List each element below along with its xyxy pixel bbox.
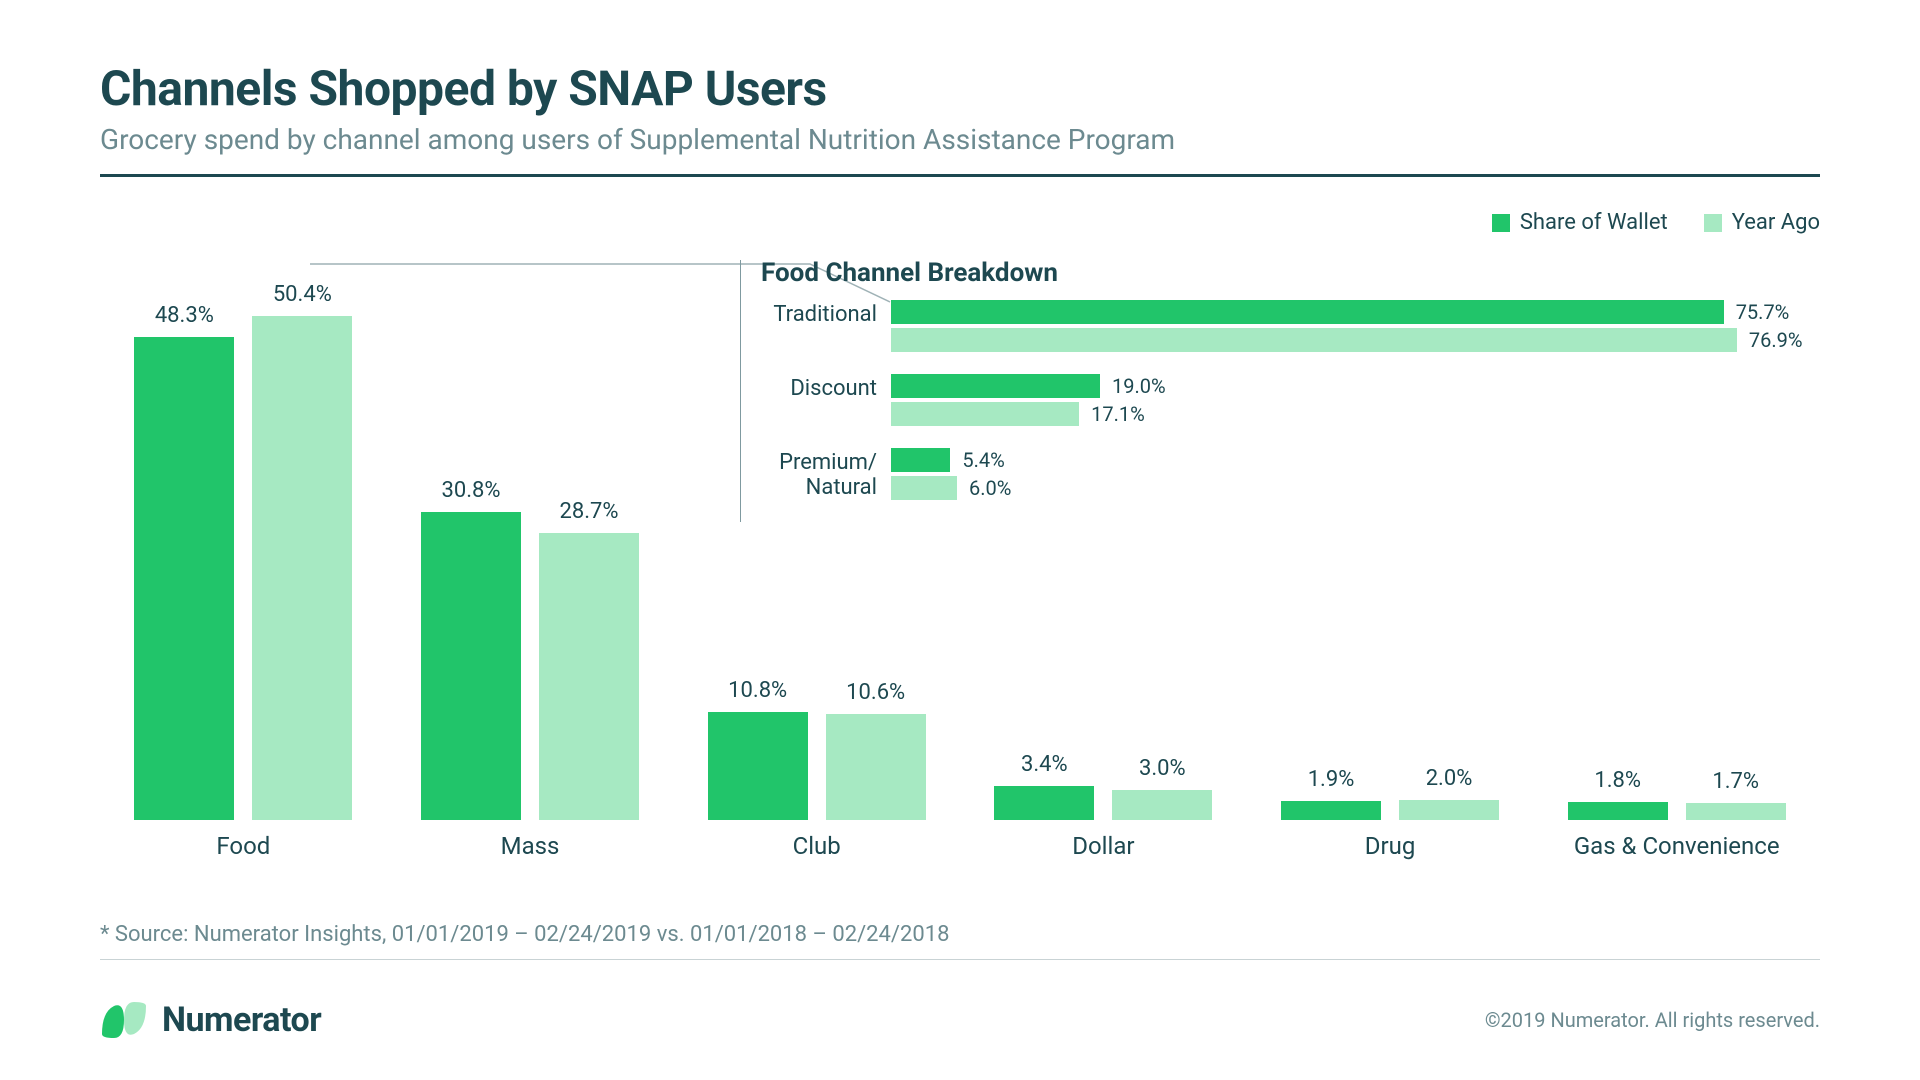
legend: Share of Wallet Year Ago (1492, 210, 1820, 235)
brand-name: Numerator (162, 1000, 321, 1040)
bar-value-label: 50.4% (273, 282, 332, 307)
bar-value-label: 28.7% (559, 499, 618, 524)
legend-swatch-1 (1492, 214, 1510, 232)
page-subtitle: Grocery spend by channel among users of … (100, 123, 1820, 156)
legend-item-year-ago: Year Ago (1704, 210, 1820, 235)
bar-group: 48.3%50.4%Food (100, 300, 387, 860)
main-bar-row: 48.3%50.4%Food30.8%28.7%Mass10.8%10.6%Cl… (100, 300, 1820, 860)
bar: 28.7% (539, 533, 639, 820)
legend-item-share-of-wallet: Share of Wallet (1492, 210, 1668, 235)
bar-value-label: 10.6% (846, 680, 905, 705)
bar-value-label: 30.8% (441, 478, 500, 503)
bar-value-label: 1.8% (1594, 768, 1641, 793)
category-label: Food (216, 832, 270, 860)
category-label: Club (793, 832, 841, 860)
breakdown-title: Food Channel Breakdown (761, 258, 1820, 288)
legend-label-1: Share of Wallet (1520, 210, 1668, 235)
bar: 2.0% (1399, 800, 1499, 820)
bar-group: 1.8% 1.7% Gas & Convenience (1533, 300, 1820, 860)
category-label: Mass (501, 832, 560, 860)
bar: 10.6% (826, 714, 926, 820)
bar: 10.8% (708, 712, 808, 820)
bar: 50.4% (252, 316, 352, 820)
bar-group: 3.4% 3.0% Dollar (960, 300, 1247, 860)
chart-area: Food Channel Breakdown Traditional75.7%7… (100, 260, 1820, 860)
page-title: Channels Shopped by SNAP Users (100, 60, 1820, 117)
bar-value-label: 1.9% (1308, 767, 1355, 792)
bar: 3.0% (1112, 790, 1212, 820)
bar-value-label: 1.7% (1712, 769, 1759, 794)
copyright: ©2019 Numerator. All rights reserved. (1485, 1008, 1820, 1032)
brand: Numerator (100, 1000, 321, 1040)
legend-swatch-2 (1704, 214, 1722, 232)
bar-value-label: 3.0% (1139, 756, 1186, 781)
bar-value-label: 2.0% (1426, 766, 1473, 791)
numerator-logo-icon (100, 1000, 148, 1040)
bar-group: 10.8%10.6%Club (673, 300, 960, 860)
chart-container: Channels Shopped by SNAP Users Grocery s… (0, 0, 1920, 1080)
category-label: Dollar (1072, 832, 1134, 860)
footer: Numerator ©2019 Numerator. All rights re… (100, 1000, 1820, 1040)
bar: 1.8% (1568, 802, 1668, 820)
bar: 1.9% (1281, 801, 1381, 820)
legend-label-2: Year Ago (1732, 210, 1820, 235)
bar: 30.8% (421, 512, 521, 820)
bar-value-label: 3.4% (1021, 752, 1068, 777)
bar: 1.7% (1686, 803, 1786, 820)
bar-value-label: 10.8% (728, 678, 787, 703)
category-label: Gas & Convenience (1574, 832, 1780, 860)
bar-value-label: 48.3% (155, 303, 214, 328)
bar-group: 1.9% 2.0% Drug (1247, 300, 1534, 860)
category-label: Drug (1365, 832, 1416, 860)
bar: 48.3% (134, 337, 234, 820)
source-note: * Source: Numerator Insights, 01/01/2019… (100, 922, 1820, 960)
bar: 3.4% (994, 786, 1094, 820)
bar-group: 30.8%28.7%Mass (387, 300, 674, 860)
title-divider (100, 174, 1820, 177)
